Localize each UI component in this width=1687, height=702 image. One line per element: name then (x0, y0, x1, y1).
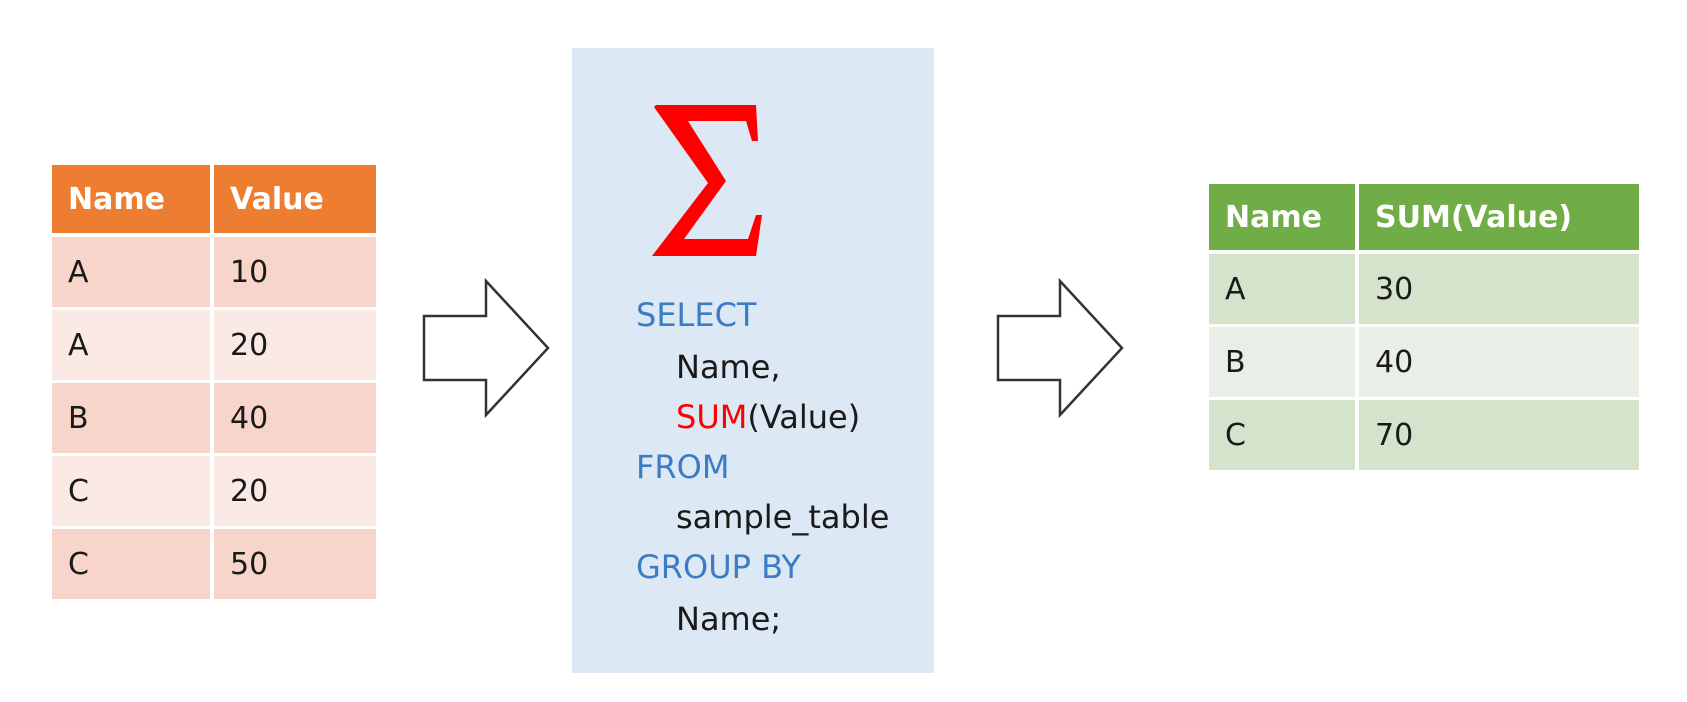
sql-table-name: sample_table (676, 498, 890, 536)
input-cell-value: 50 (214, 529, 376, 599)
output-cell-sum: 70 (1359, 400, 1639, 470)
sql-select-keyword: SELECT (636, 296, 757, 334)
input-cell-name: C (52, 456, 210, 526)
sql-from-keyword: FROM (636, 448, 730, 486)
output-cell-sum: 40 (1359, 327, 1639, 397)
input-cell-value: 20 (214, 310, 376, 380)
sql-group-by-keyword: GROUP BY (636, 548, 801, 586)
sql-query-panel: SELECT Name, SUM(Value) FROM sample_tabl… (572, 48, 934, 673)
right-arrow-icon (422, 278, 550, 418)
output-header-name: Name (1209, 184, 1355, 250)
input-cell-value: 20 (214, 456, 376, 526)
output-cell-sum: 30 (1359, 254, 1639, 324)
sql-sum-expression: SUM(Value) (676, 398, 860, 436)
input-cell-value: 40 (214, 383, 376, 453)
sigma-icon (652, 105, 762, 256)
sql-group-column: Name; (676, 600, 782, 638)
input-cell-value: 10 (214, 237, 376, 307)
input-cell-name: B (52, 383, 210, 453)
input-header-name: Name (52, 165, 210, 233)
input-cell-name: C (52, 529, 210, 599)
right-arrow-icon (996, 278, 1124, 418)
output-cell-name: C (1209, 400, 1355, 470)
output-cell-name: A (1209, 254, 1355, 324)
output-cell-name: B (1209, 327, 1355, 397)
input-table: Name Value A 10 A 20 B 40 C 20 C 50 (52, 165, 376, 601)
input-header-value: Value (214, 165, 376, 233)
sql-sum-argument: (Value) (747, 398, 861, 436)
output-header-sum: SUM(Value) (1359, 184, 1639, 250)
sql-sum-function: SUM (676, 398, 748, 436)
output-table: Name SUM(Value) A 30 B 40 C 70 (1209, 184, 1639, 470)
input-cell-name: A (52, 310, 210, 380)
input-cell-name: A (52, 237, 210, 307)
sql-select-column: Name, (676, 348, 781, 386)
